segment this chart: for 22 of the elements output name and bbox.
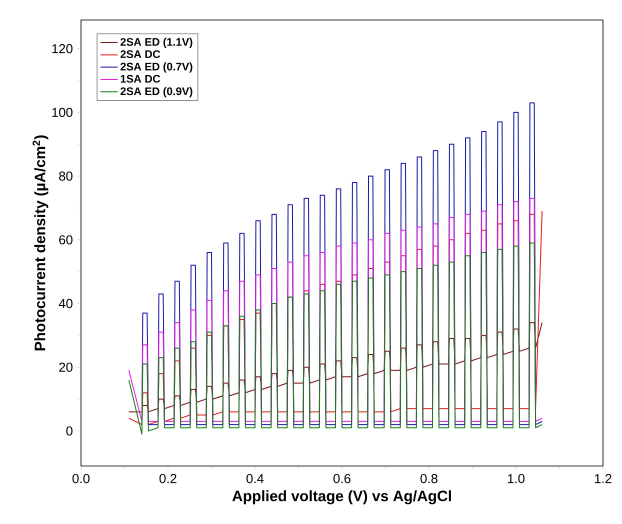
x-tick-label: 0.8 xyxy=(420,474,438,484)
y-axis-title: Photocurrent density (µA/cm$^{2}$) xyxy=(32,135,48,350)
x-tick-label: 0.2 xyxy=(159,474,176,484)
legend-label: 2SA DC xyxy=(120,50,160,58)
legend-label: 1SA DC xyxy=(120,74,160,83)
y-tick-label: 0 xyxy=(66,426,72,436)
x-tick-label: 0.0 xyxy=(72,474,90,484)
y-tick-label: 60 xyxy=(59,235,72,244)
y-tick-label: 20 xyxy=(59,362,72,372)
legend-label: 2SA ED (0.7V) xyxy=(120,62,192,73)
x-tick-label: 1.2 xyxy=(594,474,612,484)
y-tick-label: 40 xyxy=(58,298,72,308)
y-tick-label: 100 xyxy=(52,108,72,117)
x-tick-label: 0.4 xyxy=(246,474,264,484)
legend-label: 2SA ED (1.1V) xyxy=(120,38,192,48)
x-axis-title: Applied voltage (V) vs Ag/AgCl xyxy=(232,490,451,504)
y-tick-label: 120 xyxy=(52,44,72,54)
y-tick-label: 80 xyxy=(59,171,72,181)
legend-label: 2SA ED (0.9V) xyxy=(120,87,192,98)
line-series xyxy=(128,242,543,435)
x-tick-label: 1.0 xyxy=(508,474,525,484)
x-tick-label: 0.6 xyxy=(333,474,350,484)
